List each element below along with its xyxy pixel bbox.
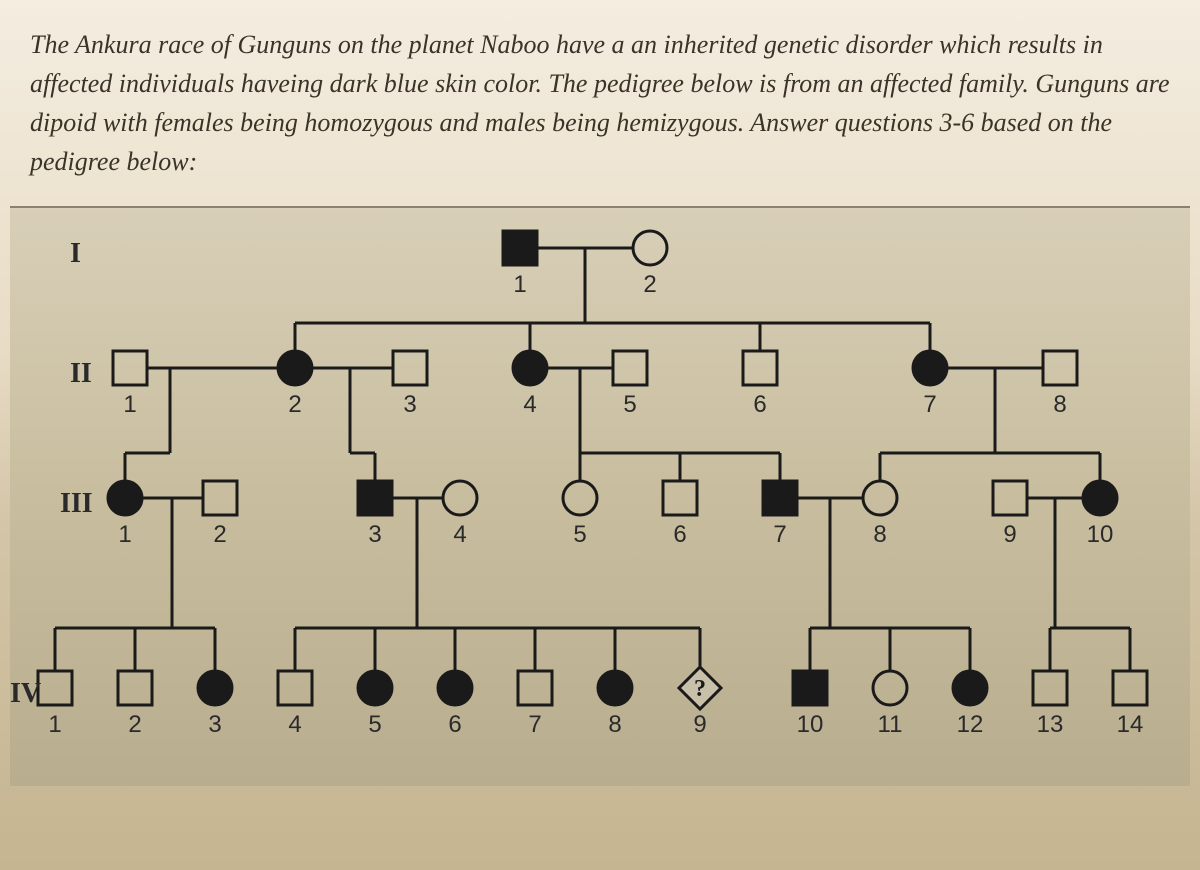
individual-label-IV-1: 1 — [48, 711, 61, 739]
individual-III-3 — [358, 481, 392, 515]
individual-III-7 — [763, 481, 797, 515]
individual-label-III-10: 10 — [1087, 521, 1114, 549]
individual-label-IV-6: 6 — [448, 711, 461, 739]
individual-label-I-1: 1 — [513, 271, 526, 299]
generation-label-III: III — [60, 488, 93, 520]
individual-III-10 — [1083, 481, 1117, 515]
individual-label-IV-5: 5 — [368, 711, 381, 739]
generation-label-II: II — [70, 358, 92, 390]
individual-label-IV-11: 11 — [878, 711, 903, 739]
individual-II-6 — [743, 351, 777, 385]
individual-II-2 — [278, 351, 312, 385]
individual-label-IV-9: 9 — [693, 711, 706, 739]
individual-label-III-4: 4 — [453, 521, 466, 549]
individual-III-2 — [203, 481, 237, 515]
individual-label-III-1: 1 — [118, 521, 131, 549]
individual-IV-8 — [598, 671, 632, 705]
individual-IV-7 — [518, 671, 552, 705]
individual-label-III-6: 6 — [673, 521, 686, 549]
individual-I-2 — [633, 231, 667, 265]
individual-IV-10 — [793, 671, 827, 705]
individual-label-III-3: 3 — [368, 521, 381, 549]
individual-III-5 — [563, 481, 597, 515]
individual-IV-12 — [953, 671, 987, 705]
pedigree-diagram: ? IIIIIIIV121234567812345678910123456789… — [10, 206, 1190, 786]
individual-label-I-2: 2 — [643, 271, 656, 299]
individual-III-8 — [863, 481, 897, 515]
individual-II-4 — [513, 351, 547, 385]
individual-I-1 — [503, 231, 537, 265]
generation-label-I: I — [70, 238, 81, 270]
individual-label-III-7: 7 — [773, 521, 786, 549]
individual-II-7 — [913, 351, 947, 385]
individual-III-1 — [108, 481, 142, 515]
question-mark-icon: ? — [694, 676, 706, 702]
individual-label-III-2: 2 — [213, 521, 226, 549]
individual-label-II-8: 8 — [1053, 391, 1066, 419]
individual-label-III-8: 8 — [873, 521, 886, 549]
individual-III-9 — [993, 481, 1027, 515]
individual-II-5 — [613, 351, 647, 385]
individual-IV-14 — [1113, 671, 1147, 705]
individual-III-6 — [663, 481, 697, 515]
individual-IV-13 — [1033, 671, 1067, 705]
individual-IV-4 — [278, 671, 312, 705]
individual-label-IV-8: 8 — [608, 711, 621, 739]
individual-IV-1 — [38, 671, 72, 705]
individual-label-II-4: 4 — [523, 391, 536, 419]
individual-label-IV-14: 14 — [1117, 711, 1144, 739]
individual-label-II-6: 6 — [753, 391, 766, 419]
individual-IV-5 — [358, 671, 392, 705]
individual-label-II-3: 3 — [403, 391, 416, 419]
individual-label-IV-13: 13 — [1037, 711, 1064, 739]
individual-label-II-2: 2 — [288, 391, 301, 419]
individual-III-4 — [443, 481, 477, 515]
individual-label-II-1: 1 — [123, 391, 136, 419]
individual-label-IV-3: 3 — [208, 711, 221, 739]
individual-II-3 — [393, 351, 427, 385]
individual-label-IV-2: 2 — [128, 711, 141, 739]
individual-IV-2 — [118, 671, 152, 705]
individual-label-IV-12: 12 — [957, 711, 984, 739]
individual-IV-11 — [873, 671, 907, 705]
individual-label-IV-4: 4 — [288, 711, 301, 739]
individual-label-II-7: 7 — [923, 391, 936, 419]
individual-IV-3 — [198, 671, 232, 705]
individual-II-1 — [113, 351, 147, 385]
individual-IV-6 — [438, 671, 472, 705]
individual-label-IV-7: 7 — [528, 711, 541, 739]
individual-label-II-5: 5 — [623, 391, 636, 419]
individual-label-III-5: 5 — [573, 521, 586, 549]
pedigree-svg: ? — [10, 208, 1190, 788]
generation-label-IV: IV — [10, 678, 41, 710]
individual-label-III-9: 9 — [1003, 521, 1016, 549]
individual-label-IV-10: 10 — [797, 711, 824, 739]
question-text: The Ankura race of Gunguns on the planet… — [0, 0, 1200, 196]
individual-II-8 — [1043, 351, 1077, 385]
